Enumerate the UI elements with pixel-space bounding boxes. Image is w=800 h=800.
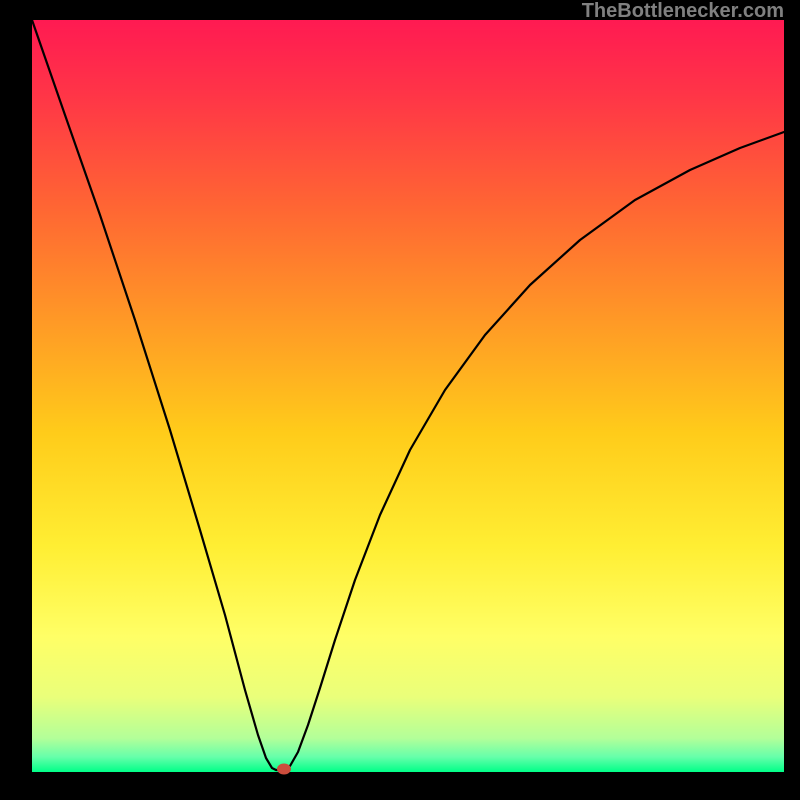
watermark-text: TheBottlenecker.com [582, 0, 784, 23]
chart-container: TheBottlenecker.com [0, 0, 800, 800]
bottleneck-curve [32, 20, 784, 770]
curve-layer [0, 0, 800, 800]
optimum-marker [277, 763, 291, 774]
